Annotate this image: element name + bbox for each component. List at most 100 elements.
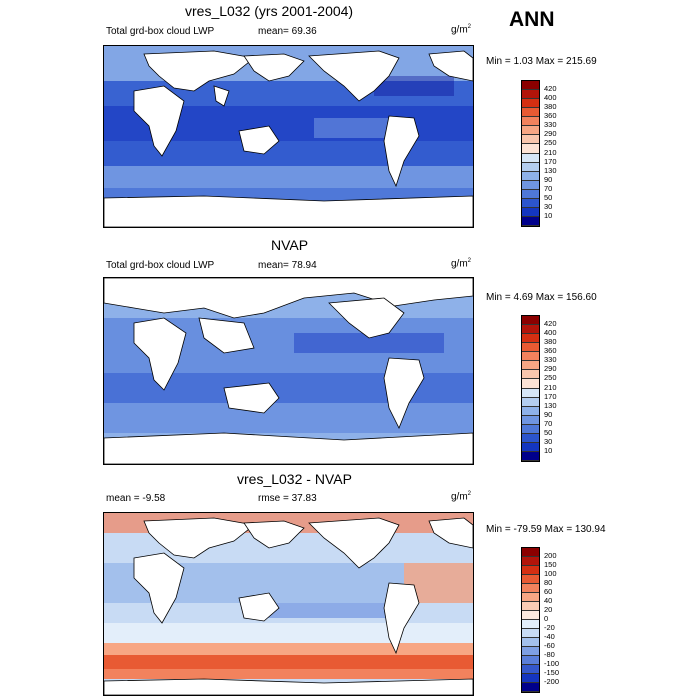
colorbar-swatch bbox=[522, 180, 539, 190]
colorbar-swatch bbox=[522, 584, 539, 593]
colorbar-swatch bbox=[522, 171, 539, 181]
panel3-units: g/m2 bbox=[451, 491, 472, 503]
colorbar-tick-label: 250 bbox=[544, 138, 557, 148]
colorbar-tick-label: 170 bbox=[544, 156, 557, 166]
colorbar-swatch bbox=[522, 611, 539, 620]
colorbar-tick-label: 30 bbox=[544, 201, 553, 211]
colorbar-tick-label: 50 bbox=[544, 427, 553, 437]
north-america-land bbox=[308, 50, 400, 102]
panel1-field-label: Total grd-box cloud LWP bbox=[106, 26, 215, 37]
colorbar-tick-label: 60 bbox=[544, 587, 553, 596]
colorbar-swatch bbox=[522, 198, 539, 208]
season-label: ANN bbox=[509, 8, 555, 31]
colorbar-swatch bbox=[522, 674, 539, 683]
colorbar-swatch bbox=[522, 162, 539, 172]
colorbar-swatch bbox=[522, 343, 539, 353]
south-america-land bbox=[383, 115, 420, 188]
colorbar-swatch bbox=[522, 108, 539, 118]
panel1-mean: mean= 69.36 bbox=[258, 26, 317, 37]
colorbar-swatch bbox=[522, 593, 539, 602]
colorbar-tick-label: 130 bbox=[544, 165, 557, 175]
colorbar-tick-label: 380 bbox=[544, 337, 557, 347]
colorbar-swatch bbox=[522, 126, 539, 136]
north-america-land bbox=[328, 297, 405, 339]
africa-land bbox=[133, 552, 185, 624]
colorbar-swatch bbox=[522, 442, 539, 452]
antarctica-land bbox=[104, 195, 473, 227]
colorbar-swatch bbox=[522, 665, 539, 674]
panel3-colorbar bbox=[521, 547, 540, 693]
colorbar-swatch bbox=[522, 90, 539, 100]
colorbar-tick-label: 150 bbox=[544, 560, 557, 569]
colorbar-swatch bbox=[522, 557, 539, 566]
colorbar-tick-label: -60 bbox=[544, 641, 555, 650]
colorbar-tick-label: 330 bbox=[544, 120, 557, 130]
colorbar-swatch bbox=[522, 388, 539, 398]
panel1-units: g/m2 bbox=[451, 24, 472, 36]
north-america-land bbox=[308, 517, 400, 569]
colorbar-swatch bbox=[522, 144, 539, 154]
colorbar-tick-label: 400 bbox=[544, 93, 557, 103]
colorbar-swatch bbox=[522, 656, 539, 665]
australia-land bbox=[223, 382, 280, 414]
colorbar-tick-label: -100 bbox=[544, 659, 560, 668]
panel3-map bbox=[103, 512, 474, 696]
colorbar-swatch bbox=[522, 370, 539, 380]
colorbar-tick-label: 100 bbox=[544, 569, 557, 578]
colorbar-swatch bbox=[522, 361, 539, 371]
colorbar-tick-label: 330 bbox=[544, 355, 557, 365]
colorbar-tick-label: 200 bbox=[544, 551, 557, 560]
colorbar-tick-label: -200 bbox=[544, 677, 560, 686]
colorbar-swatch bbox=[522, 316, 539, 326]
colorbar-swatch bbox=[522, 379, 539, 389]
colorbar-swatch bbox=[522, 397, 539, 407]
panel2-title: NVAP bbox=[271, 237, 309, 253]
colorbar-swatch bbox=[522, 406, 539, 416]
colorbar-tick-label: 400 bbox=[544, 328, 557, 338]
colorbar-tick-label: 20 bbox=[544, 605, 553, 614]
panel2-mean: mean= 78.94 bbox=[258, 260, 317, 271]
colorbar-tick-label: 380 bbox=[544, 102, 557, 112]
colorbar-swatch bbox=[522, 548, 539, 557]
colorbar-tick-label: 210 bbox=[544, 382, 557, 392]
colorbar-tick-label: 170 bbox=[544, 391, 557, 401]
panel1-map bbox=[103, 45, 474, 228]
colorbar-tick-label: 420 bbox=[544, 84, 557, 94]
panel2-minmax: Min = 4.69 Max = 156.60 bbox=[486, 292, 597, 303]
panel2-colorbar-swatches bbox=[522, 316, 539, 461]
colorbar-tick-label: 360 bbox=[544, 346, 557, 356]
panel3-colorbar-swatches bbox=[522, 548, 539, 692]
colorbar-tick-label: 420 bbox=[544, 319, 557, 329]
panel1-minmax: Min = 1.03 Max = 215.69 bbox=[486, 56, 597, 67]
colorbar-tick-label: 10 bbox=[544, 445, 553, 455]
colorbar-swatch bbox=[522, 153, 539, 163]
panel2-map bbox=[103, 277, 474, 465]
colorbar-swatch bbox=[522, 189, 539, 199]
colorbar-swatch bbox=[522, 451, 539, 461]
antarctica-land bbox=[104, 432, 473, 464]
colorbar-swatch bbox=[522, 81, 539, 91]
colorbar-swatch bbox=[522, 647, 539, 656]
colorbar-tick-label: 70 bbox=[544, 418, 553, 428]
colorbar-swatch bbox=[522, 424, 539, 434]
colorbar-tick-label: 250 bbox=[544, 373, 557, 383]
eurasia-land bbox=[143, 517, 255, 559]
colorbar-tick-label: 210 bbox=[544, 147, 557, 157]
panel2-field-label: Total grd-box cloud LWP bbox=[106, 260, 215, 271]
colorbar-swatch bbox=[522, 415, 539, 425]
colorbar-swatch bbox=[522, 629, 539, 638]
panel3-title: vres_L032 - NVAP bbox=[237, 471, 352, 487]
australia-land bbox=[238, 592, 280, 622]
panel1-colorbar-swatches bbox=[522, 81, 539, 226]
colorbar-tick-label: 290 bbox=[544, 364, 557, 374]
colorbar-swatch bbox=[522, 135, 539, 145]
colorbar-swatch bbox=[522, 334, 539, 344]
colorbar-swatch bbox=[522, 575, 539, 584]
colorbar-tick-label: 0 bbox=[544, 614, 549, 623]
colorbar-swatch bbox=[522, 602, 539, 611]
colorbar-tick-label: 290 bbox=[544, 129, 557, 139]
panel3-rmse: rmse = 37.83 bbox=[258, 493, 317, 504]
panel1-colorbar bbox=[521, 80, 540, 227]
panel2-colorbar bbox=[521, 315, 540, 462]
colorbar-swatch bbox=[522, 683, 539, 692]
